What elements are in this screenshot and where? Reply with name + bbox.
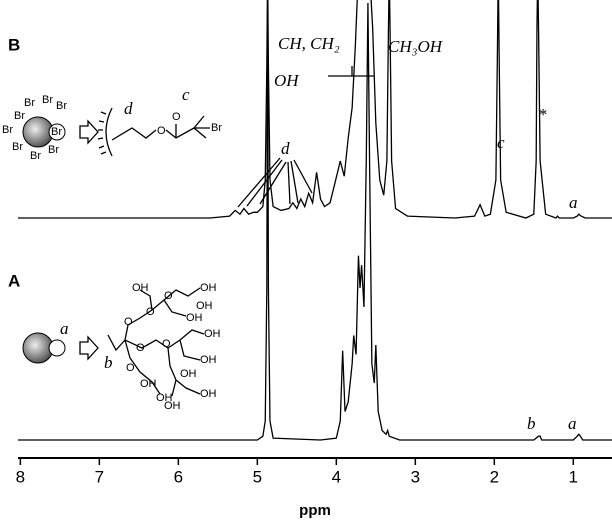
- atom-label: OH: [186, 312, 203, 324]
- atom-label: O: [162, 338, 171, 350]
- x-tick-label: 6: [174, 467, 183, 486]
- x-tick-label: 3: [411, 467, 420, 486]
- atom-label: Br: [14, 110, 25, 122]
- atom-label: OH: [204, 328, 221, 340]
- atom-label: d: [124, 99, 133, 118]
- panel-label: B: [8, 35, 20, 54]
- atom-label: OH: [180, 368, 197, 380]
- bracket: [328, 66, 374, 77]
- x-tick-label: 8: [16, 467, 25, 486]
- atom-label: OH: [132, 282, 149, 294]
- annotation: c: [497, 133, 505, 152]
- atom-label: O: [172, 111, 181, 123]
- annotation: d: [281, 139, 290, 158]
- annotation: a: [568, 414, 577, 433]
- atom-label: Br: [30, 150, 41, 162]
- atom-label: O: [146, 306, 155, 318]
- x-tick-label: 4: [332, 467, 341, 486]
- atom-label: Br: [51, 126, 62, 138]
- x-tick-label: 5: [253, 467, 262, 486]
- initiator: [48, 339, 66, 357]
- annotation: OH: [274, 71, 300, 90]
- atom-label: a: [60, 319, 69, 338]
- atom-label: O: [164, 290, 173, 302]
- atom-label: OH: [140, 378, 157, 390]
- arrow: [79, 335, 99, 361]
- panel-label: A: [8, 271, 20, 290]
- annotation: b: [527, 414, 536, 433]
- annotation: CH, CH₂: [278, 34, 340, 53]
- atom-label: Br: [24, 97, 35, 109]
- atom-label: OH: [196, 300, 213, 312]
- atom-label: O: [157, 125, 166, 137]
- spectrum: [18, 0, 612, 219]
- bonds: [97, 107, 210, 157]
- atom-label: b: [104, 353, 113, 372]
- atom-label: OH: [200, 282, 217, 294]
- atom-label: c: [182, 85, 190, 104]
- atom-label: OH: [200, 354, 217, 366]
- annotation: a: [569, 193, 578, 212]
- atom-label: Br: [12, 141, 23, 153]
- atom-label: O: [124, 316, 133, 328]
- annotation: CH₃OH: [388, 37, 444, 56]
- x-tick-label: 7: [95, 467, 104, 486]
- x-tick-label: 2: [490, 467, 499, 486]
- spectrum: [18, 2, 612, 441]
- atom-label: Br: [48, 144, 59, 156]
- bonds: [107, 287, 205, 397]
- arrow: [79, 119, 99, 145]
- atom-label: Br: [42, 94, 53, 106]
- x-tick-label: 1: [569, 467, 578, 486]
- atom-label: Br: [211, 122, 222, 134]
- atom-label: Br: [2, 124, 13, 136]
- atom-label: OH: [156, 392, 173, 404]
- initiator: [48, 123, 66, 141]
- atom-label: OH: [200, 388, 217, 400]
- atom-label: O: [126, 362, 135, 374]
- atom-label: OH: [164, 400, 181, 412]
- atom-label: O: [136, 342, 145, 354]
- annotation: *: [538, 105, 547, 124]
- x-axis-label: ppm: [299, 502, 331, 519]
- atom-label: Br: [56, 100, 67, 112]
